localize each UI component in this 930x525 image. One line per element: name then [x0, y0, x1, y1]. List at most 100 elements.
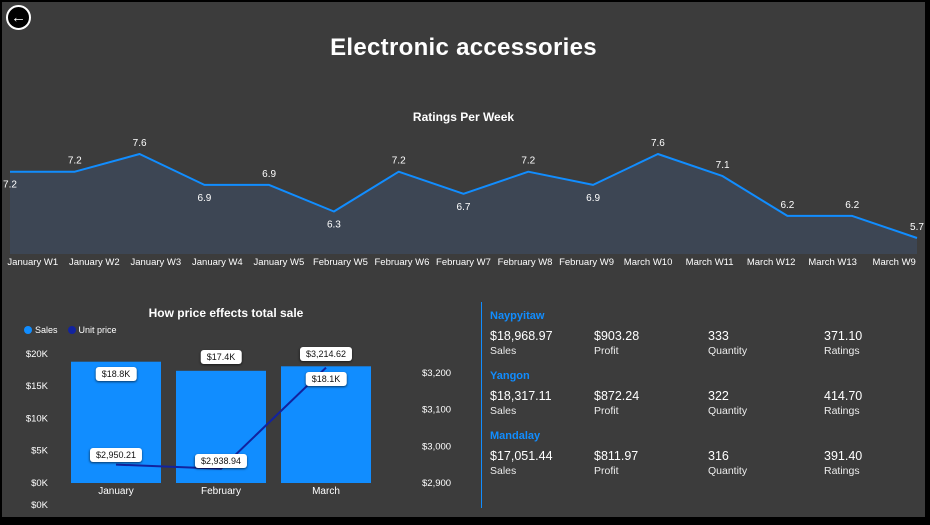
city-stats-block: Yangon $18,317.11 Sales $872.24 Profit 322 Qua…: [490, 370, 923, 417]
price-category-label: January: [98, 486, 134, 497]
ratings-value-label: 7.6: [651, 138, 665, 149]
ratings-value-label: 7.2: [392, 156, 406, 167]
ratings-category-label: March W13: [808, 257, 857, 268]
ratings-category-label: January W5: [253, 257, 305, 268]
ratings-category-label: February W9: [559, 257, 614, 268]
city-name: Yangon: [490, 370, 530, 382]
city-metrics: $17,051.44 Sales $811.97 Profit 316 Quantity 3…: [490, 449, 923, 477]
sales-bar[interactable]: [71, 361, 161, 483]
ratings-category-label: January W3: [130, 257, 182, 268]
price-right-axis-label: $3,100: [422, 405, 451, 416]
ratings-value-label: 6.2: [780, 200, 794, 211]
price-left-axis-label: $0K: [31, 478, 49, 489]
ratings-category-label: February W5: [312, 257, 368, 268]
back-arrow-icon: ←: [11, 9, 26, 26]
ratings-value-label: 6.3: [327, 220, 341, 231]
ratings-chart-title: Ratings Per Week: [412, 110, 515, 124]
ratings-category-label: March W12: [746, 257, 796, 268]
metric-label: Sales: [490, 405, 517, 417]
ratings-value-label: 6.7: [457, 202, 471, 213]
price-right-axis-label: $3,000: [422, 441, 451, 452]
ratings-value-label: 6.9: [262, 169, 276, 180]
ratings-category-label: March W9: [872, 257, 916, 268]
ratings-value-label: 7.1: [716, 160, 730, 171]
metric-value: 414.70: [824, 389, 863, 403]
ratings-category-label: February W8: [497, 257, 553, 268]
report-page: ← Electronic accessories Ratings Per Wee…: [2, 2, 925, 517]
metric-value: $811.97: [594, 449, 639, 463]
metric-value: 391.40: [824, 449, 863, 463]
price-left-axis-label: $5K: [31, 446, 49, 457]
ratings-value-label: 7.2: [521, 156, 535, 167]
metric-cell: 371.10 Ratings: [824, 329, 922, 357]
metric-cell: $17,051.44 Sales: [490, 449, 594, 477]
price-chart-title: How price effects total sale: [148, 306, 304, 320]
metric-label: Profit: [594, 405, 619, 417]
metric-cell: 414.70 Ratings: [824, 389, 922, 417]
metric-value: $872.24: [594, 389, 640, 403]
metric-label: Quantity: [708, 465, 748, 477]
sales-bar[interactable]: [281, 366, 371, 483]
price-sales-chart: $20K $15K $10K $5K $0K $0K $3,200 $3,100 $3,000 $…: [16, 298, 480, 516]
metric-label: Sales: [490, 345, 517, 357]
metric-label: Quantity: [708, 345, 748, 357]
metric-label: Profit: [594, 465, 619, 477]
city-stats-block: Mandalay $17,051.44 Sales $811.97 Profit 316 Q…: [490, 430, 923, 477]
metric-value: 371.10: [824, 329, 863, 343]
metric-cell: 316 Quantity: [708, 449, 824, 477]
metric-cell: 322 Quantity: [708, 389, 824, 417]
ratings-category-label: March W10: [623, 257, 673, 268]
price-left-axis-label: $15K: [26, 381, 49, 392]
city-name: Mandalay: [490, 430, 541, 442]
ratings-area[interactable]: [10, 154, 917, 254]
price-left-axis-label: $20K: [26, 349, 49, 360]
unit-price-line[interactable]: [115, 366, 327, 470]
metric-cell: $903.28 Profit: [594, 329, 708, 357]
price-right-axis-label: $3,200: [422, 368, 451, 379]
city-stats-block: Naypyitaw $18,968.97 Sales $903.28 Profit 333…: [490, 310, 923, 357]
metric-label: Sales: [490, 465, 517, 477]
metric-label: Ratings: [824, 465, 860, 477]
legend-item-sales[interactable]: Sales: [24, 325, 58, 335]
ratings-categories: January W1 January W2 January W3 January W4…: [2, 257, 925, 268]
ratings-category-label: January W1: [7, 257, 59, 268]
metric-cell: 333 Quantity: [708, 329, 824, 357]
sales-legend-dot-icon: [24, 326, 32, 334]
ratings-line[interactable]: [10, 153, 918, 239]
metric-value: $18,968.97: [490, 329, 553, 343]
metric-label: Ratings: [824, 405, 860, 417]
page-title: Electronic accessories: [330, 34, 597, 61]
ratings-value-label: 7.2: [68, 156, 82, 167]
metric-value: $18,317.11: [490, 389, 552, 403]
metric-cell: $811.97 Profit: [594, 449, 708, 477]
sales-bar[interactable]: [176, 370, 266, 483]
metric-cell: $872.24 Profit: [594, 389, 708, 417]
price-left-axis-label: $10K: [26, 414, 49, 425]
ratings-category-label: March W11: [685, 257, 734, 268]
metric-label: Profit: [594, 345, 619, 357]
ratings-value-label: 7.2: [3, 180, 17, 191]
back-button[interactable]: ←: [6, 5, 31, 30]
ratings-category-label: February W7: [436, 257, 491, 268]
ratings-category-label: January W4: [192, 257, 243, 268]
city-metrics: $18,968.97 Sales $903.28 Profit 333 Quantity 3…: [490, 329, 923, 357]
city-name: Naypyitaw: [490, 310, 545, 322]
price-left-axis-label: $0K: [31, 500, 49, 511]
price-right-axis-label: $2,900: [422, 478, 451, 489]
metric-label: Quantity: [708, 405, 748, 417]
metric-value: 316: [708, 449, 729, 463]
metric-cell: 391.40 Ratings: [824, 449, 922, 477]
legend-item-unit-price[interactable]: Unit price: [67, 325, 117, 335]
ratings-value-label: 7.6: [133, 138, 147, 149]
stats-panel: Naypyitaw $18,968.97 Sales $903.28 Profit 333…: [481, 302, 923, 508]
price-category-label: March: [312, 486, 340, 497]
ratings-category-label: January W2: [68, 257, 120, 268]
metric-value: 333: [708, 329, 729, 343]
ratings-value-label: 5.7: [910, 222, 924, 233]
ratings-value-label: 6.9: [197, 193, 211, 204]
ratings-category-label: February W6: [374, 257, 430, 268]
metric-value: 322: [708, 389, 729, 403]
ratings-chart-svg: 7.2 7.2 7.6 6.9 6.9 6.3 7.2 6.7 7.2 6.9 7.6 7.1 6.2 6…: [3, 138, 924, 254]
price-chart-legend: Sales Unit price: [24, 325, 117, 335]
